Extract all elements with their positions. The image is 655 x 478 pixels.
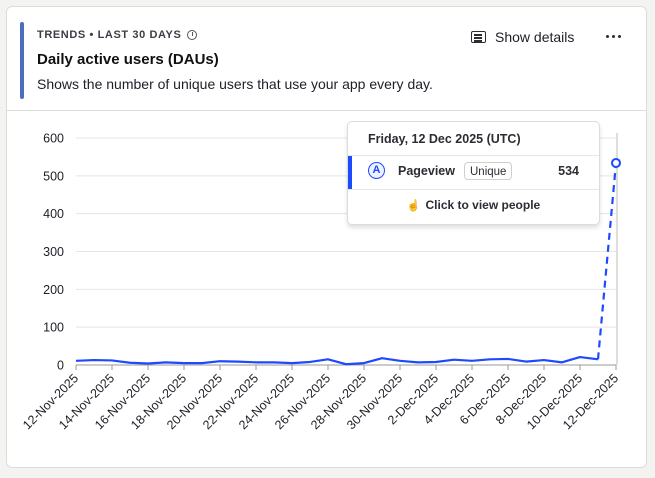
tooltip-series-row: A Pageview Unique 534 <box>348 156 599 189</box>
chart-series <box>75 157 621 366</box>
tooltip-math-badge: Unique <box>464 162 513 180</box>
pointer-hand-icon: ☝ <box>406 199 421 212</box>
card-header: TRENDS • LAST 30 DAYS Daily active users… <box>7 7 646 111</box>
more-horizontal-icon <box>605 34 609 38</box>
insight-description: Shows the number of unique users that us… <box>37 76 433 92</box>
divider <box>348 155 599 156</box>
series-line <box>75 355 599 366</box>
active-data-point <box>611 157 621 168</box>
tooltip-event-name: Pageview <box>398 164 455 178</box>
chart-tooltip: Friday, 12 Dec 2025 (UTC) A Pageview Uni… <box>347 121 600 225</box>
insight-card: TRENDS • LAST 30 DAYS Daily active users… <box>6 6 647 468</box>
insight-title[interactable]: Daily active users (DAUs) <box>37 51 219 68</box>
y-tick-label: 200 <box>43 283 64 297</box>
y-tick-label: 400 <box>43 207 64 221</box>
series-color-bar <box>348 156 352 189</box>
show-details-button[interactable]: Show details <box>471 26 574 48</box>
view-people-button[interactable]: ☝ Click to view people <box>348 190 599 220</box>
x-axis: 12-Nov-202514-Nov-202516-Nov-202518-Nov-… <box>20 365 621 432</box>
tooltip-value: 534 <box>558 164 579 178</box>
accent-bar <box>20 22 24 99</box>
y-axis: 0 100 200 300 400 500 600 <box>43 132 64 373</box>
tooltip-date: Friday, 12 Dec 2025 (UTC) <box>368 132 521 146</box>
y-tick-label: 500 <box>43 169 64 183</box>
y-tick-label: 600 <box>43 132 64 146</box>
y-tick-label: 0 <box>57 359 64 373</box>
y-tick-label: 100 <box>43 321 64 335</box>
series-letter-badge: A <box>368 162 385 179</box>
y-tick-label: 300 <box>43 245 64 259</box>
divider <box>348 189 599 190</box>
series-line-in-progress <box>596 162 618 360</box>
info-icon[interactable] <box>187 30 198 40</box>
more-options-button[interactable] <box>601 26 625 46</box>
details-icon <box>471 31 486 43</box>
breadcrumb: TRENDS • LAST 30 DAYS <box>37 29 198 41</box>
show-details-label: Show details <box>495 29 575 45</box>
breadcrumb-text: TRENDS • LAST 30 DAYS <box>37 29 182 41</box>
view-people-label: Click to view people <box>425 198 541 212</box>
